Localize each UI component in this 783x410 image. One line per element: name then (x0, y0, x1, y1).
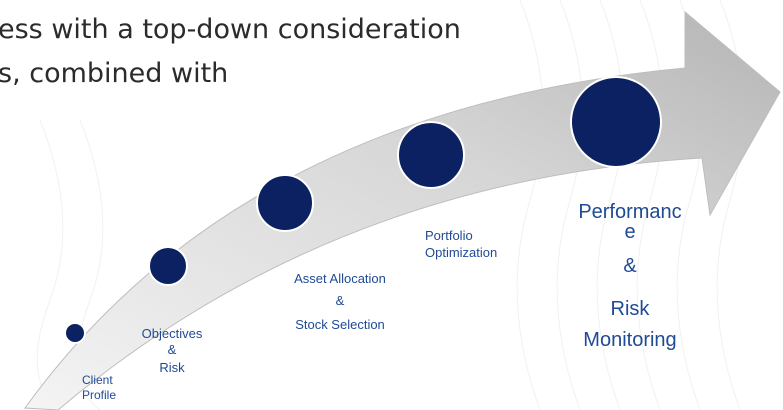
step-circle (570, 76, 662, 168)
heading-line: ess with a top-down consideration (0, 14, 461, 45)
step-label: Risk (611, 298, 651, 320)
step-label: & (168, 342, 177, 357)
step-label: Optimization (425, 245, 497, 260)
step-label: e (624, 221, 635, 243)
step-circle (397, 121, 465, 189)
step-circle (256, 174, 314, 232)
step-label: & (623, 255, 637, 277)
step-label: & (336, 293, 345, 308)
step-circle (148, 246, 188, 286)
step-label: Performanc (578, 201, 681, 223)
step-label: Asset Allocation (294, 271, 386, 286)
step-label: Risk (159, 360, 185, 375)
step-circles (64, 76, 662, 344)
step-label: Monitoring (583, 329, 676, 351)
step-circle (64, 322, 86, 344)
step-label: Stock Selection (295, 317, 385, 332)
step-label: Client (82, 373, 113, 387)
step-label: Portfolio (425, 228, 473, 243)
step-label: Objectives (142, 326, 203, 341)
heading-line: s, combined with (0, 58, 228, 89)
step-label: Profile (82, 388, 116, 402)
